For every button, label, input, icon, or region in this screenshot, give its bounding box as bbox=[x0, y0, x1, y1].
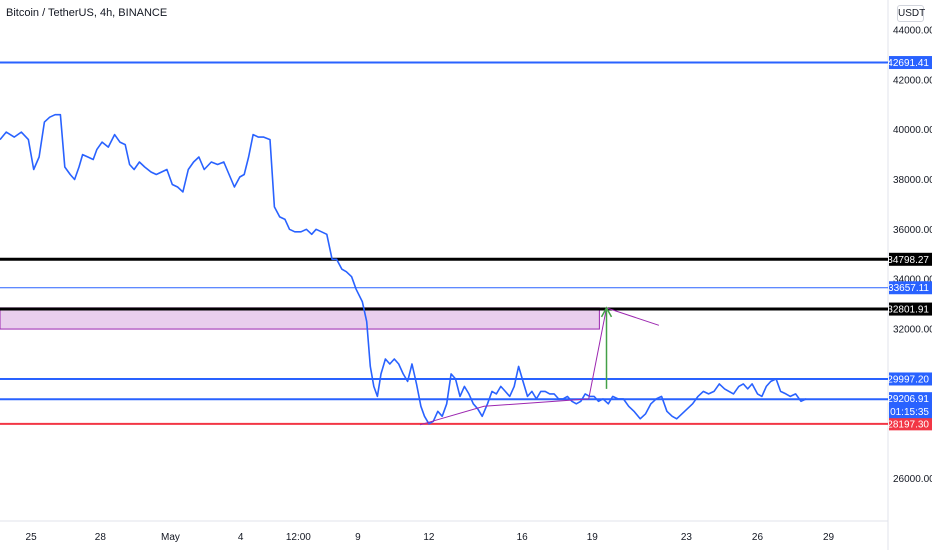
level-price-label-6-bg bbox=[889, 417, 932, 431]
x-tick-label: 19 bbox=[587, 532, 599, 543]
y-tick-label: 38000.00 bbox=[893, 175, 932, 186]
x-tick-label: 12 bbox=[423, 532, 435, 543]
y-tick-label: 32000.00 bbox=[893, 325, 932, 336]
y-tick-label: 44000.00 bbox=[893, 25, 932, 36]
level-price-label-3-bg bbox=[889, 302, 932, 316]
x-tick-label: 9 bbox=[355, 532, 361, 543]
level-price-label-1-bg bbox=[889, 252, 932, 266]
x-tick-label: 25 bbox=[26, 532, 38, 543]
level-price-label-3: 32801.91 bbox=[887, 305, 929, 316]
level-price-label-0-bg bbox=[889, 56, 932, 70]
current-price-label-bg bbox=[889, 392, 932, 419]
level-price-label-6: 28197.30 bbox=[887, 419, 929, 430]
level-price-label-2: 33657.11 bbox=[888, 283, 929, 294]
x-tick-label: 28 bbox=[95, 532, 107, 543]
y-tick-label: 42000.00 bbox=[893, 75, 932, 86]
currency-badge[interactable]: USDT bbox=[897, 5, 925, 22]
level-price-label-4-bg bbox=[889, 372, 932, 386]
x-tick-label: 16 bbox=[517, 532, 529, 543]
y-tick-label: 36000.00 bbox=[893, 225, 932, 236]
level-price-label-1: 34798.27 bbox=[887, 255, 929, 266]
level-price-label-0: 42691.41 bbox=[887, 58, 929, 69]
price-line-0 bbox=[0, 113, 807, 425]
x-tick-label: 26 bbox=[752, 532, 764, 543]
current-price-label-countdown: 01:15:35 bbox=[890, 407, 929, 418]
x-tick-label: 29 bbox=[823, 532, 835, 543]
target-arrow-head bbox=[600, 306, 613, 318]
level-price-label-2-bg bbox=[889, 281, 932, 295]
projection-path bbox=[419, 307, 660, 426]
x-tick-label: 12:00 bbox=[286, 532, 311, 543]
chart-title: Bitcoin / TetherUS, 4h, BINANCE bbox=[6, 7, 168, 19]
supply-zone bbox=[0, 307, 600, 330]
x-tick-label: 23 bbox=[681, 532, 693, 543]
y-tick-label: 34000.00 bbox=[893, 275, 932, 286]
x-tick-label: May bbox=[161, 532, 180, 543]
current-price-label: 29206.91 bbox=[887, 394, 929, 405]
level-price-label-4: 29997.20 bbox=[887, 374, 929, 385]
y-tick-label: 26000.00 bbox=[893, 474, 932, 485]
x-tick-label: 4 bbox=[238, 532, 244, 543]
y-tick-label: 40000.00 bbox=[893, 125, 932, 136]
